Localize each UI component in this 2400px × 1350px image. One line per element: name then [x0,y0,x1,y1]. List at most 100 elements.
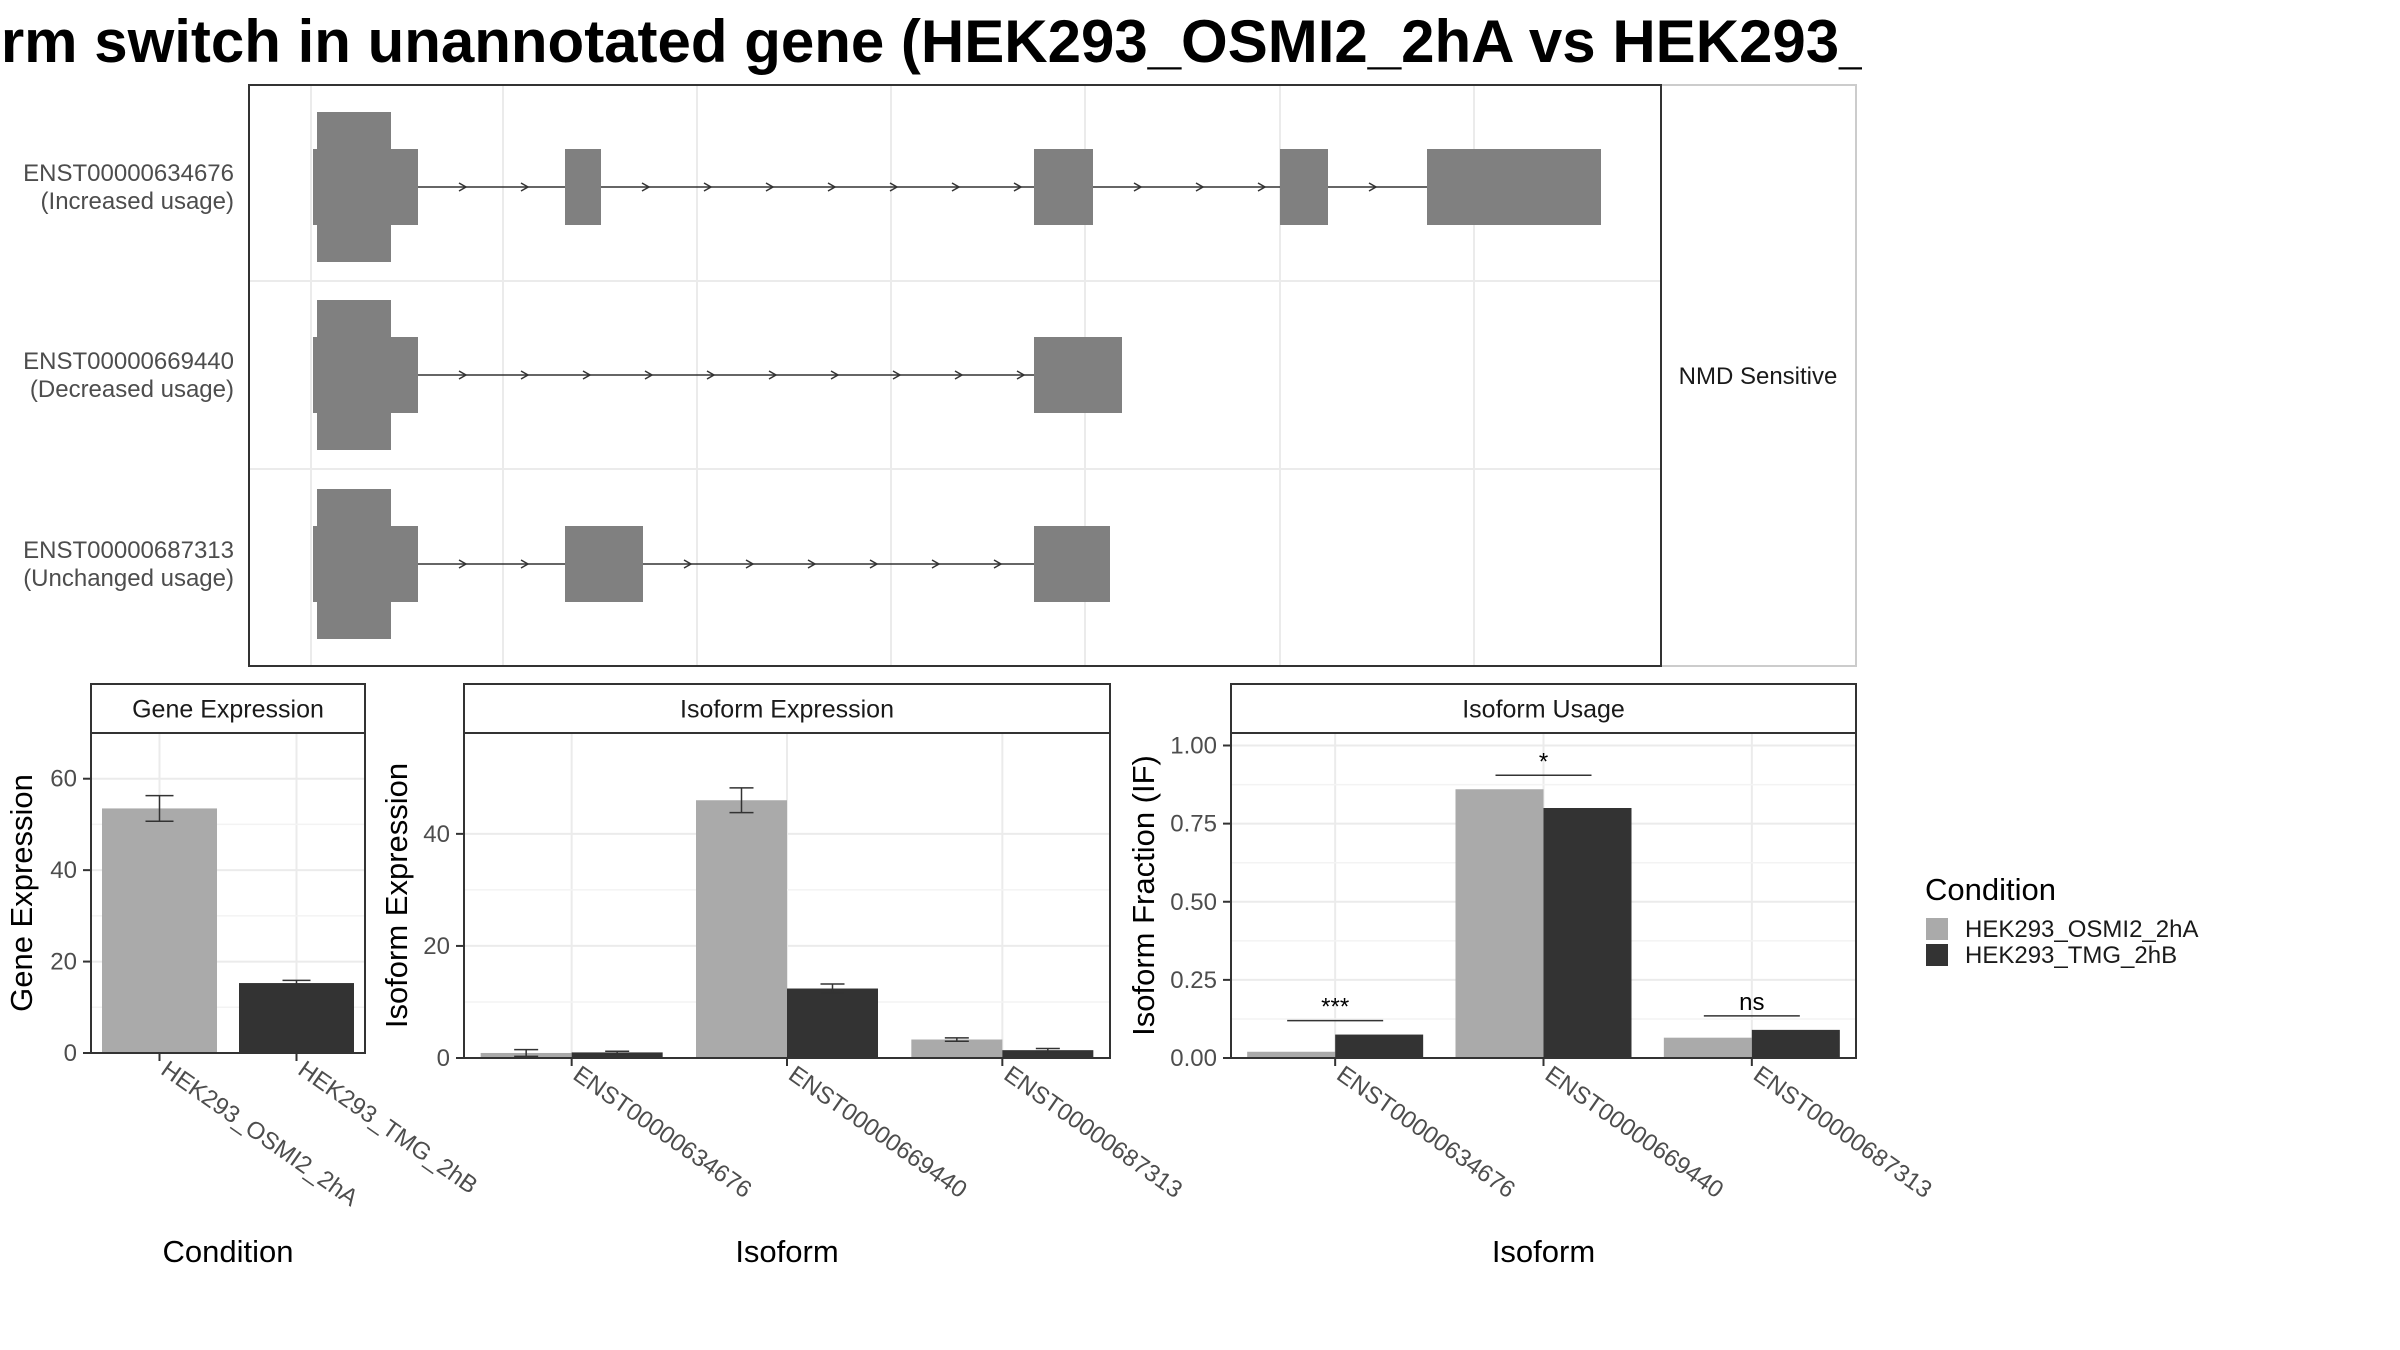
y-axis-title-isoform-usage: Isoform Fraction (IF) [1126,755,1161,1036]
exon-block [313,526,418,602]
intron-direction-arrow [644,370,654,380]
transcript-track [313,300,1122,450]
bar [571,1052,663,1058]
strip-title-isoform-usage: Isoform Usage [1462,696,1625,724]
intron-direction-arrow [641,182,651,192]
y-tick-label: 20 [423,933,450,960]
intron-direction-arrow [703,182,713,192]
intron-direction-arrow [745,559,755,569]
intron-direction-arrow [830,370,840,380]
transcript-id-label: ENST00000634676 [23,160,234,187]
intron-direction-arrow [951,182,961,192]
intron-direction-arrow [458,559,468,569]
bar [1247,1051,1336,1058]
y-tick-label: 20 [50,949,77,976]
exon-block [313,149,418,225]
transcript-usage-label: (Decreased usage) [30,376,234,403]
bar [102,808,217,1053]
transcript-track [313,489,1110,639]
x-tick-label: ENST00000687313 [1748,1061,1936,1204]
y-tick-label: 40 [50,857,77,884]
strip-isoform-usage [1230,683,1857,734]
y-tick-label: 0 [64,1040,77,1067]
intron-direction-arrow [993,559,1003,569]
y-tick-label: 0.75 [1170,811,1217,838]
x-tick-label: ENST00000687313 [999,1061,1187,1204]
y-axis-title-isoform-expression: Isoform Expression [379,763,414,1028]
bar [1335,1034,1424,1058]
x-axis-title-isoform-usage: Isoform [1492,1234,1595,1269]
intron-direction-arrow [1133,182,1143,192]
intron-direction-arrow [954,370,964,380]
transcript-id-label: ENST00000669440 [23,348,234,375]
bar [1455,789,1544,1058]
x-tick-label: ENST00000669440 [784,1061,972,1204]
legend-swatch [1926,918,1948,940]
exon-block [1427,149,1601,225]
intron-direction-arrow [458,182,468,192]
intron-direction-arrow [827,182,837,192]
y-tick-label: 1.00 [1170,733,1217,760]
intron-direction-arrow [582,370,592,380]
significance-label: * [1539,748,1548,775]
strip-title-gene-expression: Gene Expression [132,696,324,724]
exon-block [565,526,643,602]
exon-block [1034,149,1093,225]
intron-direction-arrow [765,182,775,192]
bar [1002,1050,1094,1058]
legend-title: Condition [1925,872,2056,907]
intron-direction-arrow [1257,182,1267,192]
exon-block [1280,149,1328,225]
intron-direction-arrow [869,559,879,569]
strip-isoform-expression [463,683,1111,734]
bar [1663,1037,1752,1058]
x-axis-title-isoform-expression: Isoform [735,1234,838,1269]
plot-border-gene-expression [90,732,366,1054]
intron-direction-arrow [1368,182,1378,192]
intron-direction-arrow [520,559,530,569]
intron-direction-arrow [683,559,693,569]
x-axis-title-gene-expression: Condition [163,1234,294,1269]
y-tick-label: 0 [437,1045,450,1072]
y-tick-label: 0.50 [1170,889,1217,916]
transcript-id-label: ENST00000687313 [23,537,234,564]
intron-direction-arrow [892,370,902,380]
exon-block [1034,526,1110,602]
intron-direction-arrow [1195,182,1205,192]
bar [787,988,878,1058]
bar [1543,808,1632,1058]
bar [239,983,354,1053]
nmd-label: NMD Sensitive [1679,363,1838,390]
transcript-usage-label: (Unchanged usage) [23,565,234,592]
y-tick-label: 0.25 [1170,967,1217,994]
bar [1751,1029,1840,1058]
nmd-strip-box [1660,84,1857,667]
y-tick-label: 60 [50,766,77,793]
transcript-usage-label: (Increased usage) [41,188,234,215]
exon-block [565,149,601,225]
legend-label: HEK293_TMG_2hB [1965,942,2177,969]
legend-swatch [1926,944,1948,966]
y-tick-label: 0.00 [1170,1045,1217,1072]
x-tick-label: ENST00000669440 [1540,1061,1728,1204]
intron-direction-arrow [458,370,468,380]
intron-direction-arrow [1016,370,1026,380]
structure-panel-border [248,84,1662,667]
bar [696,800,787,1058]
transcript-track [313,112,1601,262]
significance-label: *** [1321,994,1349,1021]
strip-title-isoform-expression: Isoform Expression [680,696,894,724]
intron-direction-arrow [768,370,778,380]
legend-label: HEK293_OSMI2_2hA [1965,916,2198,943]
plot-title: Isoform switch in unannotated gene (HEK2… [0,8,2172,75]
bar [911,1039,1003,1058]
significance-label: ns [1739,989,1764,1016]
intron-direction-arrow [931,559,941,569]
intron-direction-arrow [1013,182,1023,192]
y-axis-title-gene-expression: Gene Expression [4,774,39,1012]
intron-direction-arrow [889,182,899,192]
intron-direction-arrow [807,559,817,569]
exon-block [313,337,418,413]
intron-direction-arrow [520,182,530,192]
